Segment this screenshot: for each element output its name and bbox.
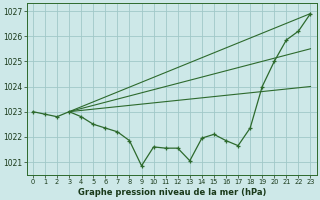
X-axis label: Graphe pression niveau de la mer (hPa): Graphe pression niveau de la mer (hPa): [77, 188, 266, 197]
